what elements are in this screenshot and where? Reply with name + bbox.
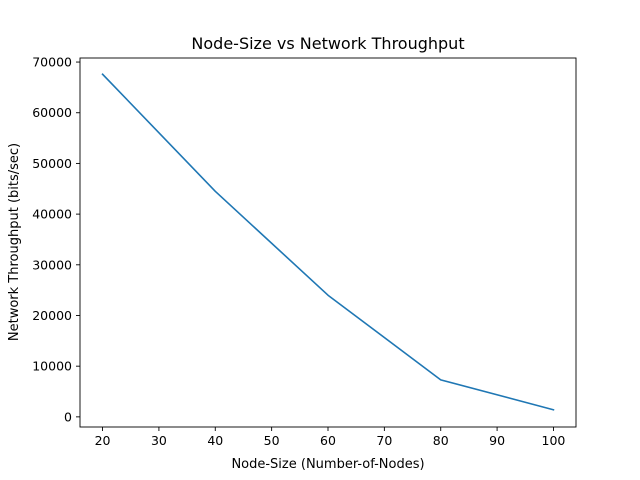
x-tick-label: 100 bbox=[542, 433, 566, 448]
x-tick-label: 20 bbox=[95, 433, 111, 448]
y-tick-label: 70000 bbox=[32, 55, 72, 70]
y-tick-label: 40000 bbox=[32, 207, 72, 222]
x-tick-label: 90 bbox=[489, 433, 505, 448]
y-tick-label: 0 bbox=[64, 409, 72, 424]
x-tick-label: 30 bbox=[151, 433, 167, 448]
x-axis-label: Node-Size (Number-of-Nodes) bbox=[231, 457, 424, 472]
plot-area: 20 30 40 50 60 70 80 90 100 0 10000 20000 30000 40000… bbox=[32, 55, 577, 448]
chart-title: Node-Size vs Network Throughput bbox=[191, 34, 464, 53]
x-tick-label: 60 bbox=[320, 433, 336, 448]
y-tick-label: 20000 bbox=[32, 308, 72, 323]
x-tick-label: 40 bbox=[207, 433, 223, 448]
y-tick-label: 30000 bbox=[32, 257, 72, 272]
y-tick-label: 50000 bbox=[32, 156, 72, 171]
series-line-0 bbox=[101, 73, 555, 411]
y-tick-label: 10000 bbox=[32, 359, 72, 374]
x-tick-label: 70 bbox=[376, 433, 392, 448]
x-tick-label: 50 bbox=[264, 433, 280, 448]
y-tick-label: 60000 bbox=[32, 105, 72, 120]
x-tick-label: 80 bbox=[433, 433, 449, 448]
y-axis-label: Network Throughput (bits/sec) bbox=[7, 143, 22, 341]
axes-frame bbox=[79, 57, 577, 428]
